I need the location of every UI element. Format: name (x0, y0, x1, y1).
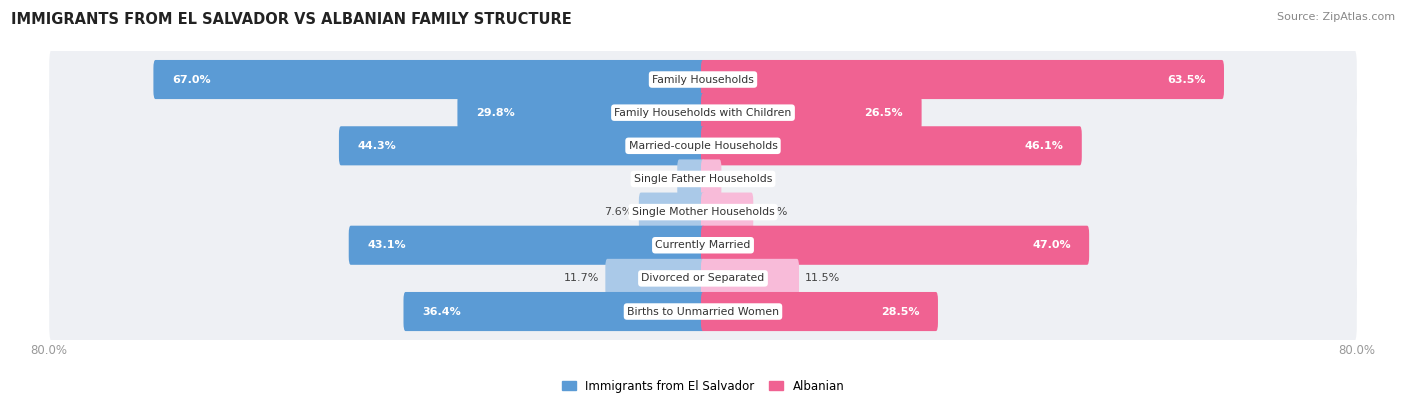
Text: 36.4%: 36.4% (422, 307, 461, 316)
Legend: Immigrants from El Salvador, Albanian: Immigrants from El Salvador, Albanian (557, 375, 849, 395)
FancyBboxPatch shape (702, 292, 938, 331)
Text: 47.0%: 47.0% (1032, 240, 1071, 250)
Text: Single Mother Households: Single Mother Households (631, 207, 775, 217)
Text: 11.7%: 11.7% (564, 273, 599, 283)
Text: Divorced or Separated: Divorced or Separated (641, 273, 765, 283)
FancyBboxPatch shape (404, 292, 704, 331)
FancyBboxPatch shape (606, 259, 704, 298)
Text: Births to Unmarried Women: Births to Unmarried Women (627, 307, 779, 316)
FancyBboxPatch shape (702, 160, 721, 199)
FancyBboxPatch shape (49, 48, 1357, 111)
FancyBboxPatch shape (457, 93, 704, 132)
Text: 63.5%: 63.5% (1167, 75, 1205, 85)
FancyBboxPatch shape (702, 60, 1225, 99)
Text: 44.3%: 44.3% (357, 141, 396, 151)
Text: 67.0%: 67.0% (172, 75, 211, 85)
Text: Currently Married: Currently Married (655, 240, 751, 250)
Text: Single Father Households: Single Father Households (634, 174, 772, 184)
FancyBboxPatch shape (49, 180, 1357, 244)
FancyBboxPatch shape (49, 246, 1357, 310)
FancyBboxPatch shape (153, 60, 704, 99)
Text: Married-couple Households: Married-couple Households (628, 141, 778, 151)
FancyBboxPatch shape (702, 259, 799, 298)
Text: 7.6%: 7.6% (605, 207, 633, 217)
Text: 5.9%: 5.9% (759, 207, 787, 217)
Text: 2.0%: 2.0% (727, 174, 756, 184)
Text: 26.5%: 26.5% (865, 108, 903, 118)
FancyBboxPatch shape (678, 160, 704, 199)
FancyBboxPatch shape (638, 192, 704, 231)
FancyBboxPatch shape (702, 192, 754, 231)
Text: 43.1%: 43.1% (367, 240, 406, 250)
FancyBboxPatch shape (702, 226, 1090, 265)
FancyBboxPatch shape (349, 226, 704, 265)
Text: Family Households: Family Households (652, 75, 754, 85)
FancyBboxPatch shape (49, 81, 1357, 145)
FancyBboxPatch shape (702, 93, 921, 132)
Text: 2.9%: 2.9% (643, 174, 671, 184)
Text: Family Households with Children: Family Households with Children (614, 108, 792, 118)
FancyBboxPatch shape (339, 126, 704, 166)
FancyBboxPatch shape (49, 114, 1357, 178)
Text: Source: ZipAtlas.com: Source: ZipAtlas.com (1277, 12, 1395, 22)
Text: 29.8%: 29.8% (475, 108, 515, 118)
FancyBboxPatch shape (49, 280, 1357, 343)
FancyBboxPatch shape (702, 126, 1081, 166)
Text: 11.5%: 11.5% (806, 273, 841, 283)
Text: 46.1%: 46.1% (1025, 141, 1063, 151)
FancyBboxPatch shape (49, 213, 1357, 277)
FancyBboxPatch shape (49, 147, 1357, 211)
Text: 28.5%: 28.5% (882, 307, 920, 316)
Text: IMMIGRANTS FROM EL SALVADOR VS ALBANIAN FAMILY STRUCTURE: IMMIGRANTS FROM EL SALVADOR VS ALBANIAN … (11, 12, 572, 27)
